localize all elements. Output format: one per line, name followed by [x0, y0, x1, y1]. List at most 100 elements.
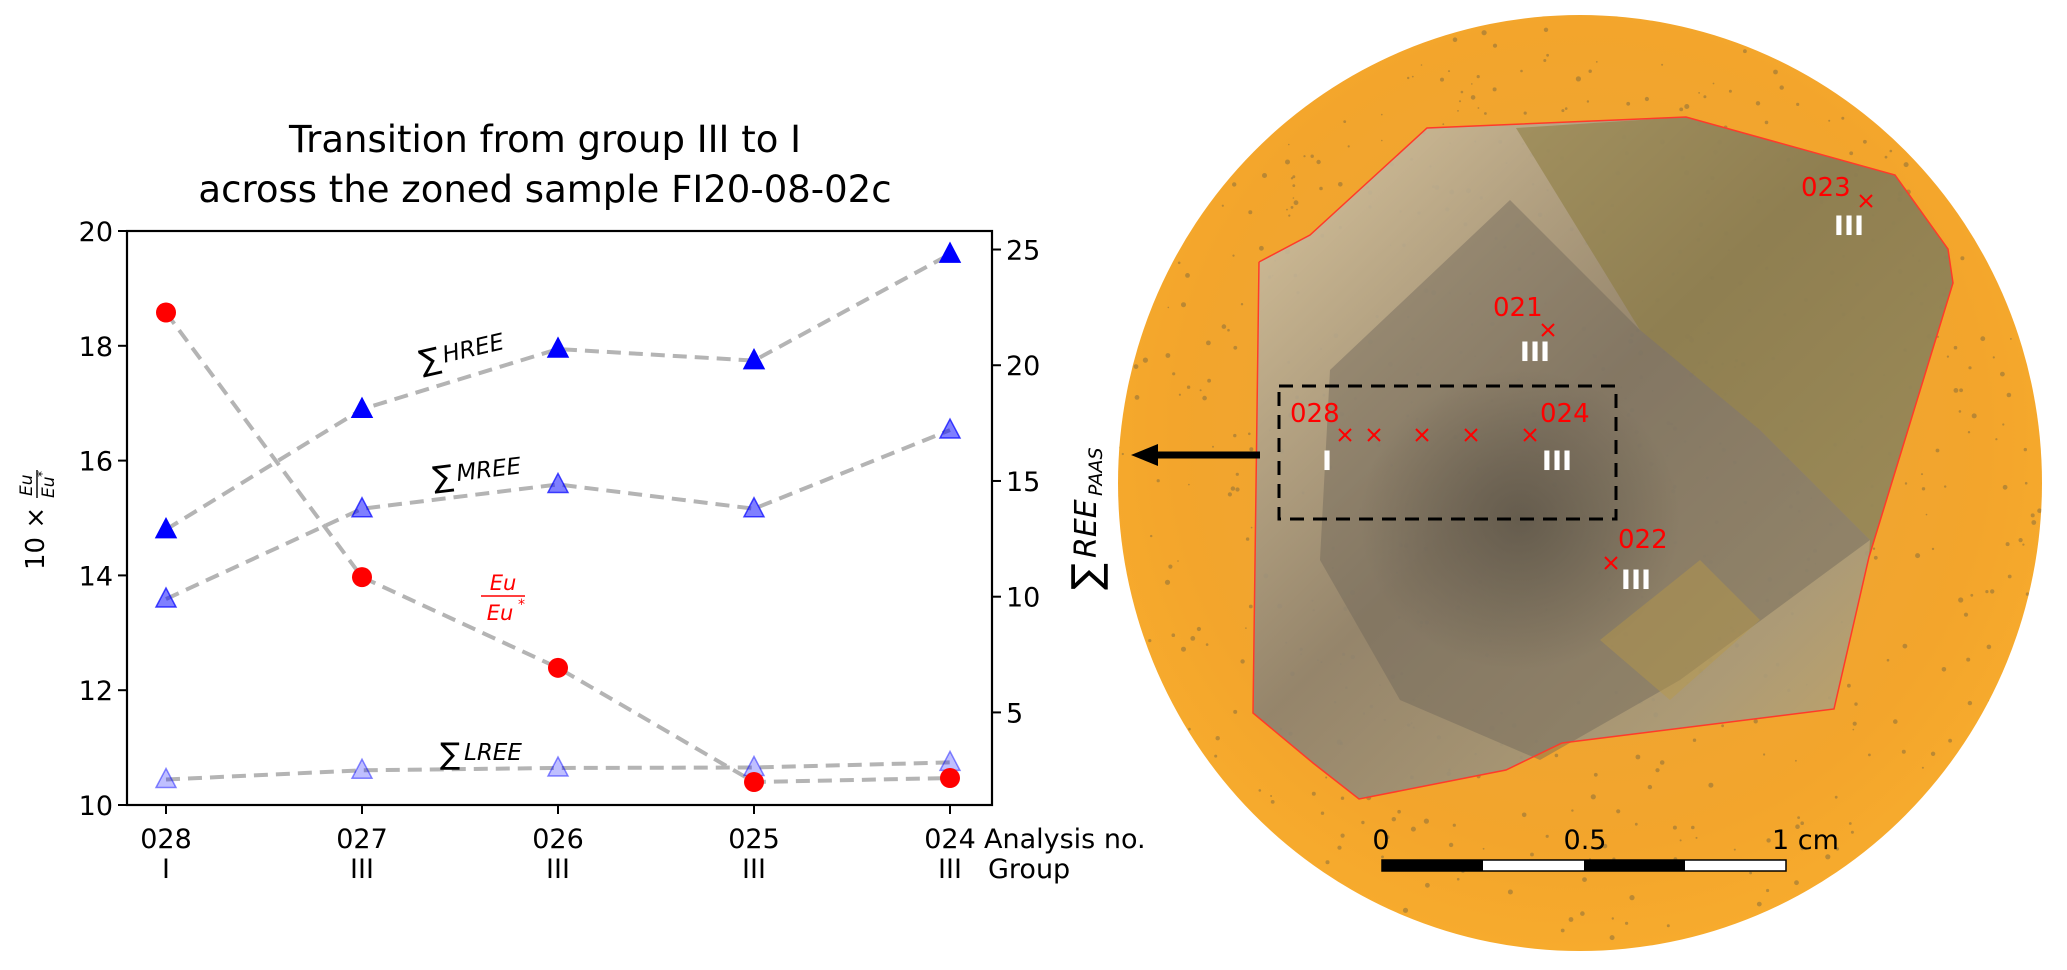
plot-frame: [125, 229, 994, 807]
marker-hree-028: [154, 516, 178, 539]
marker-eu-ratio-026: [548, 657, 568, 678]
speck: [1691, 825, 1695, 830]
y-tick-label-right: 20: [1006, 351, 1040, 382]
speck: [1873, 555, 1878, 560]
svg-text:Eu: Eu: [490, 571, 517, 595]
speck: [1935, 448, 1940, 453]
marker-mree-026: [546, 471, 570, 494]
speck: [1240, 303, 1244, 306]
marker-mree-027: [350, 496, 374, 518]
speck: [1886, 658, 1890, 662]
speck: [1712, 82, 1715, 85]
crystal-outer-zone: [1516, 117, 1953, 557]
y-tick-label-right: 25: [1006, 236, 1040, 267]
speck: [1457, 110, 1459, 112]
speck: [1560, 928, 1565, 933]
group-label-021: III: [1520, 337, 1550, 368]
speck: [1571, 809, 1574, 812]
speck: [1773, 69, 1778, 75]
speck: [1902, 643, 1908, 649]
speck: [1248, 210, 1253, 215]
speck: [1172, 372, 1176, 376]
speck: [1672, 825, 1677, 830]
series-line-hree: [164, 252, 951, 532]
x-tick-label-group: III: [350, 854, 374, 885]
speck: [2007, 574, 2012, 579]
analysis-points: 028 I 024 III 021 III 023 III 022 III: [1290, 173, 1873, 596]
speck: [1586, 100, 1590, 103]
speck: [1795, 824, 1800, 829]
speck: [1766, 838, 1771, 843]
speck: [1340, 796, 1345, 800]
speck: [1290, 206, 1294, 209]
crystal-lower-band: [1600, 560, 1760, 700]
speck: [1470, 95, 1476, 100]
marker-mree-024: [938, 417, 962, 439]
speck: [1133, 364, 1139, 369]
speck: [1206, 340, 1211, 346]
speck: [1259, 245, 1264, 251]
speck: [1753, 719, 1758, 724]
speck: [1248, 604, 1253, 609]
svg-text:Eu: Eu: [17, 474, 37, 496]
speck: [1425, 882, 1430, 888]
speck: [1966, 657, 1971, 662]
speck: [1196, 626, 1201, 632]
x-tick-label-analysis: 027: [336, 824, 388, 855]
speck: [1988, 700, 1991, 703]
marker-eu-ratio-025: [744, 772, 764, 793]
speck: [1921, 766, 1924, 769]
svg-text:*: *: [518, 597, 525, 613]
speck: [1481, 30, 1487, 36]
speck: [1338, 182, 1343, 187]
y-tick-label-left: 10: [79, 791, 113, 822]
y-axis-left-label: 10 × Eu Eu *: [17, 470, 59, 570]
speck: [1795, 759, 1797, 762]
svg-text:Eu: Eu: [487, 601, 514, 625]
speck: [1941, 667, 1947, 672]
speck: [1635, 754, 1641, 760]
y-tick-label-left: 16: [79, 447, 113, 478]
speck: [1134, 395, 1140, 400]
speck: [1684, 104, 1690, 109]
svg-text:REE: REE: [1069, 499, 1104, 558]
speck: [1986, 644, 1992, 650]
speck: [1625, 921, 1629, 925]
speck: [1971, 413, 1977, 419]
speck: [1925, 513, 1928, 516]
speck: [1227, 492, 1232, 497]
speck: [1293, 200, 1299, 206]
speck: [1320, 811, 1325, 815]
traverse-region-box: [1277, 384, 1618, 521]
speck: [1580, 911, 1585, 916]
speck: [1150, 534, 1153, 538]
speck: [1250, 526, 1253, 529]
sample-photo: 028 I 024 III 021 III 023 III 022 III 0 0.5 1 cm: [1118, 15, 2042, 951]
speck: [2022, 543, 2025, 546]
chart-title-line1: Transition from group III to I: [288, 118, 801, 161]
speck: [1679, 839, 1682, 842]
speck: [1530, 852, 1534, 857]
speck: [1167, 306, 1170, 309]
speck: [1207, 378, 1211, 383]
marker-lree-027: [350, 757, 374, 780]
speck: [1958, 597, 1964, 603]
cross-marker-023: [1859, 194, 1873, 208]
speck: [1303, 155, 1306, 158]
y-tick-label-left: 18: [79, 332, 113, 363]
speck: [2041, 515, 2042, 518]
y-axis-right: 5 10 15 20 25: [992, 236, 1040, 729]
speck: [1728, 89, 1732, 93]
speck: [1221, 204, 1224, 207]
speck: [1953, 345, 1958, 350]
speck: [1230, 486, 1236, 491]
speck: [1554, 753, 1559, 758]
speck: [1576, 837, 1579, 841]
speck: [1452, 823, 1456, 827]
y-tick-label-left: 14: [79, 561, 113, 592]
speck: [1749, 871, 1752, 875]
x-axis-label-group: Group: [988, 854, 1070, 885]
speck: [1733, 848, 1736, 851]
svg-text:∑: ∑: [440, 737, 460, 772]
speck: [1258, 789, 1262, 792]
